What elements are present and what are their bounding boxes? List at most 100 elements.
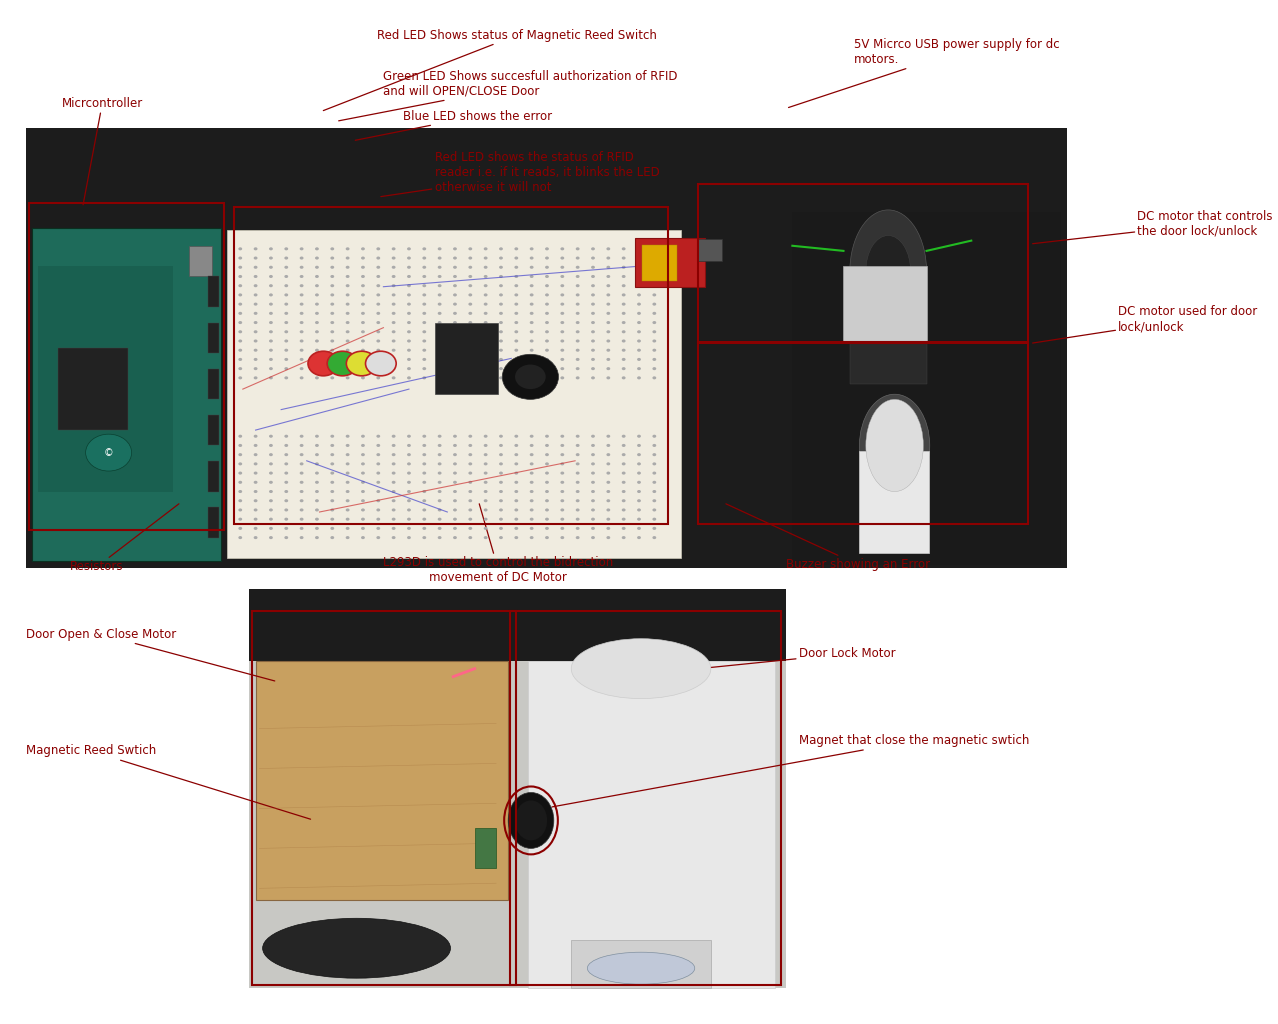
- Circle shape: [285, 490, 288, 494]
- Circle shape: [437, 248, 442, 250]
- Ellipse shape: [509, 793, 553, 848]
- Circle shape: [253, 312, 258, 315]
- Circle shape: [468, 509, 473, 511]
- Circle shape: [437, 266, 442, 268]
- Circle shape: [376, 340, 380, 342]
- Circle shape: [498, 266, 504, 268]
- Circle shape: [391, 500, 395, 502]
- Circle shape: [300, 312, 304, 315]
- Circle shape: [560, 481, 565, 483]
- Circle shape: [498, 303, 504, 305]
- Circle shape: [346, 358, 350, 361]
- Circle shape: [423, 358, 427, 361]
- Circle shape: [362, 471, 366, 474]
- Circle shape: [391, 275, 395, 279]
- Circle shape: [408, 526, 412, 530]
- Circle shape: [423, 463, 427, 465]
- Circle shape: [607, 330, 611, 333]
- Circle shape: [238, 275, 243, 279]
- Circle shape: [362, 368, 366, 370]
- Circle shape: [238, 266, 243, 268]
- Circle shape: [514, 471, 519, 474]
- Circle shape: [391, 312, 395, 315]
- Circle shape: [468, 537, 473, 539]
- Circle shape: [362, 266, 366, 268]
- Circle shape: [423, 285, 427, 287]
- Circle shape: [270, 526, 272, 530]
- Circle shape: [346, 275, 350, 279]
- FancyBboxPatch shape: [435, 323, 498, 394]
- Circle shape: [285, 312, 288, 315]
- Circle shape: [483, 275, 488, 279]
- Circle shape: [514, 537, 519, 539]
- Circle shape: [498, 537, 504, 539]
- Circle shape: [437, 509, 442, 511]
- Circle shape: [437, 453, 442, 457]
- Circle shape: [607, 312, 611, 315]
- Circle shape: [376, 500, 380, 502]
- Circle shape: [300, 463, 304, 465]
- Circle shape: [391, 526, 395, 530]
- Circle shape: [408, 537, 412, 539]
- Circle shape: [452, 377, 458, 379]
- Circle shape: [621, 444, 626, 446]
- Circle shape: [652, 500, 657, 502]
- Circle shape: [514, 490, 519, 494]
- Circle shape: [316, 294, 320, 297]
- FancyBboxPatch shape: [208, 323, 219, 353]
- Circle shape: [270, 517, 272, 520]
- Circle shape: [575, 285, 580, 287]
- Circle shape: [285, 500, 288, 502]
- Circle shape: [560, 526, 565, 530]
- Circle shape: [376, 348, 380, 351]
- Circle shape: [483, 537, 488, 539]
- Circle shape: [560, 294, 565, 297]
- Circle shape: [621, 358, 626, 361]
- Circle shape: [575, 368, 580, 370]
- Circle shape: [331, 517, 335, 520]
- Circle shape: [253, 248, 258, 250]
- Circle shape: [652, 377, 657, 379]
- Circle shape: [652, 330, 657, 333]
- Circle shape: [316, 257, 320, 259]
- Circle shape: [408, 312, 412, 315]
- Circle shape: [514, 481, 519, 483]
- Circle shape: [300, 490, 304, 494]
- Circle shape: [253, 509, 258, 511]
- Circle shape: [285, 322, 288, 324]
- Circle shape: [607, 500, 611, 502]
- Circle shape: [238, 481, 243, 483]
- Circle shape: [607, 248, 611, 250]
- Circle shape: [362, 340, 366, 342]
- Circle shape: [346, 340, 350, 342]
- Circle shape: [590, 481, 596, 483]
- Circle shape: [423, 368, 427, 370]
- Circle shape: [575, 453, 580, 457]
- Circle shape: [316, 481, 320, 483]
- Circle shape: [575, 444, 580, 446]
- Circle shape: [514, 257, 519, 259]
- Circle shape: [652, 275, 657, 279]
- Circle shape: [331, 275, 335, 279]
- Circle shape: [560, 340, 565, 342]
- Circle shape: [514, 434, 519, 437]
- Circle shape: [423, 322, 427, 324]
- Circle shape: [498, 517, 504, 520]
- FancyBboxPatch shape: [256, 660, 507, 900]
- Circle shape: [544, 358, 550, 361]
- Circle shape: [437, 500, 442, 502]
- Circle shape: [607, 340, 611, 342]
- Circle shape: [253, 285, 258, 287]
- Circle shape: [285, 285, 288, 287]
- Circle shape: [270, 330, 272, 333]
- Circle shape: [391, 481, 395, 483]
- Circle shape: [437, 517, 442, 520]
- Circle shape: [253, 368, 258, 370]
- Circle shape: [514, 322, 519, 324]
- Circle shape: [636, 500, 642, 502]
- Circle shape: [514, 358, 519, 361]
- Circle shape: [483, 526, 488, 530]
- Circle shape: [391, 285, 395, 287]
- Circle shape: [253, 322, 258, 324]
- Circle shape: [652, 322, 657, 324]
